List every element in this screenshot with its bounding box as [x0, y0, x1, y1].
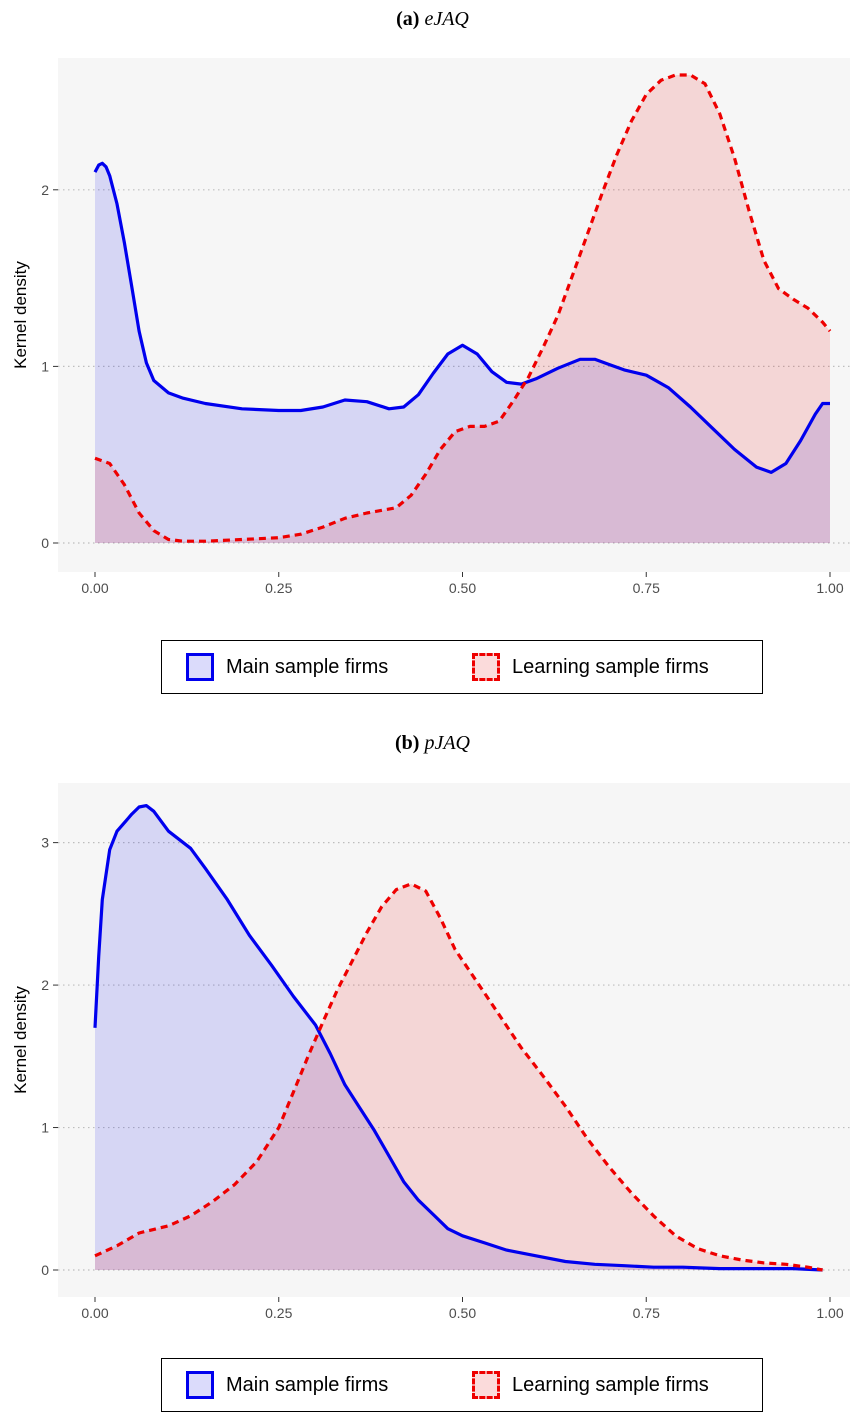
legend-label-learning: Learning sample firms — [512, 655, 709, 678]
legend-item-learning: Learning sample firms — [472, 641, 709, 693]
y-tick-label: 0 — [41, 1262, 49, 1278]
x-tick-label: 0.25 — [265, 580, 292, 596]
learning-density-line — [94, 882, 823, 1272]
x-tick-label: 1.00 — [816, 1305, 843, 1321]
x-tick-label: 0.75 — [633, 1305, 660, 1321]
x-tick-label: 0.00 — [81, 1305, 108, 1321]
panel-a-variable: eJAQ — [424, 8, 469, 30]
y-tick-label: 2 — [41, 182, 49, 198]
legend-key-learning — [472, 1371, 500, 1399]
x-tick-label: 1.00 — [816, 580, 843, 596]
legend-label-main: Main sample firms — [226, 1373, 389, 1396]
legend-key-main — [186, 1371, 214, 1399]
main-density-line — [93, 804, 823, 1272]
x-tick-label: 0.25 — [265, 1305, 292, 1321]
density-area — [95, 883, 823, 1270]
legend-label-main: Main sample firms — [226, 655, 389, 678]
x-tick-label: 0.50 — [449, 580, 476, 596]
panel-b-title: (b) pJAQ — [0, 732, 865, 755]
legend-item-learning: Learning sample firms — [472, 1359, 709, 1411]
chart-panel-a: 0 1 2 0.00 0.25 0.50 0.75 1.00 Kernel density — [11, 58, 850, 596]
x-tick-label: 0.00 — [81, 580, 108, 596]
legend-key-main — [186, 653, 214, 681]
chart-panel-b: 0 1 2 3 0.00 0.25 0.50 0.75 1.00 Kernel density — [11, 783, 850, 1321]
y-tick-label: 1 — [41, 1120, 49, 1136]
plot-background — [58, 58, 850, 572]
density-area — [95, 163, 830, 544]
legend-item-main: Main sample firms — [186, 1359, 388, 1411]
y-axis-label: Kernel density — [11, 986, 30, 1094]
legend-panel-a: Main sample firms Learning sample firms — [161, 640, 763, 694]
learning-density-line — [94, 73, 832, 543]
legend-key-learning — [472, 653, 500, 681]
plot-background — [58, 783, 850, 1297]
density-area — [95, 805, 823, 1270]
panel-b-variable: pJAQ — [424, 732, 470, 754]
y-tick-label: 2 — [41, 977, 49, 993]
y-tick-label: 0 — [41, 535, 49, 551]
panel-a-title: (a) eJAQ — [0, 8, 865, 31]
legend-label-learning: Learning sample firms — [512, 1373, 709, 1396]
panel-a-label: (a) — [396, 8, 420, 30]
y-tick-label: 3 — [41, 835, 49, 851]
legend-item-main: Main sample firms — [186, 641, 388, 693]
x-tick-label: 0.50 — [449, 1305, 476, 1321]
legend-panel-b: Main sample firms Learning sample firms — [161, 1358, 763, 1412]
panel-b-label: (b) — [395, 732, 420, 754]
x-tick-label: 0.75 — [633, 580, 660, 596]
y-tick-label: 1 — [41, 358, 49, 374]
density-area — [95, 75, 830, 543]
y-axis-label: Kernel density — [11, 261, 30, 369]
main-density-line — [93, 161, 830, 474]
